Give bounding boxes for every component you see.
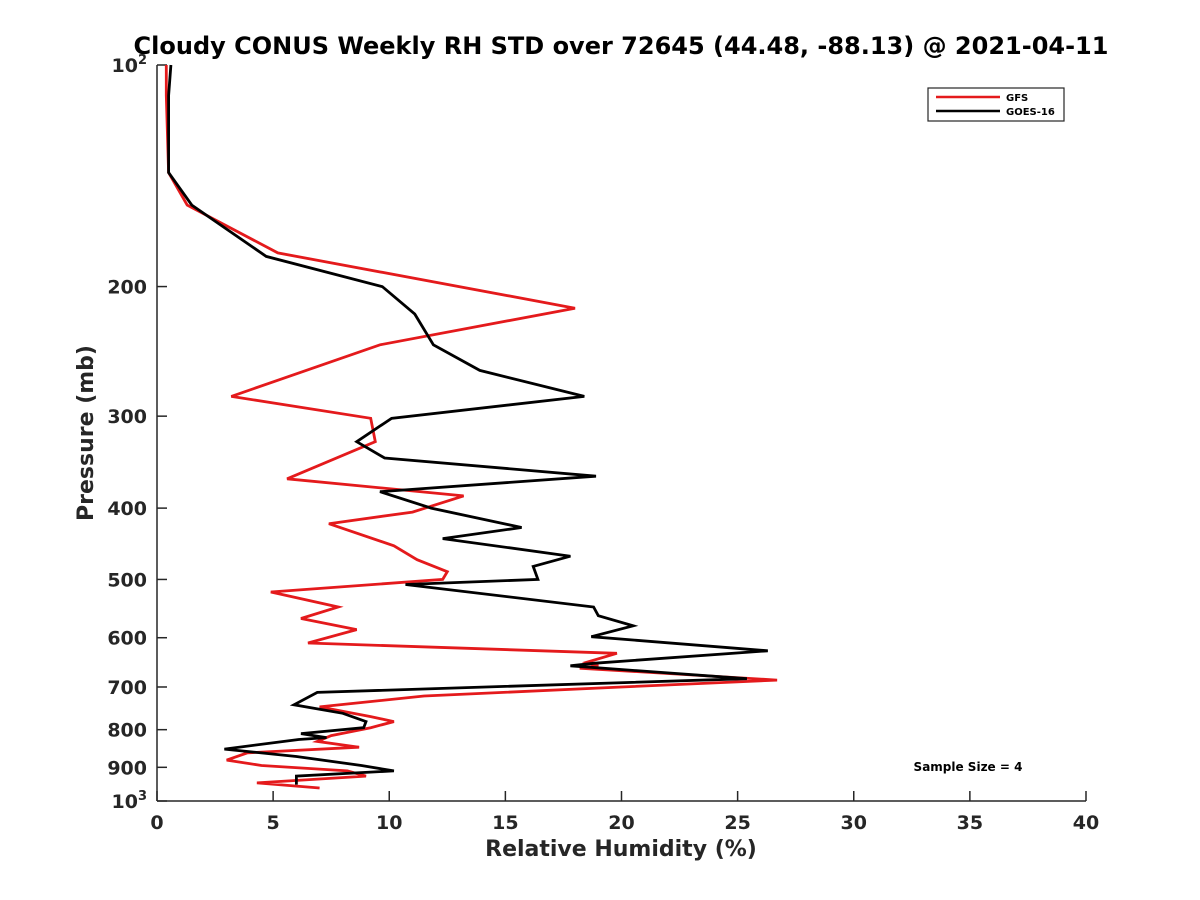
- x-tick-label: 0: [150, 812, 163, 834]
- series-line-goes16: [167, 64, 768, 785]
- y-tick-label: 600: [107, 628, 147, 650]
- x-axis-ticks: 0 5 10 15 20 25 30 35 40: [150, 791, 1099, 834]
- y-axis-ticks: 200 300 400 500 600 700 800 900 102 103: [107, 53, 167, 813]
- y-tick-label: 800: [107, 720, 147, 742]
- x-tick-label: 5: [267, 812, 280, 834]
- x-tick-label: 35: [957, 812, 983, 834]
- x-tick-label: 40: [1073, 812, 1099, 834]
- y-axis-label: Pressure (mb): [74, 345, 99, 521]
- x-tick-label: 10: [376, 812, 402, 834]
- series-line-gfs: [164, 65, 778, 790]
- legend: GFS GOES-16: [927, 87, 1065, 122]
- legend-label-gfs: GFS: [1006, 93, 1028, 104]
- y-tick-label-bottom: 103: [112, 789, 148, 813]
- sample-size-annotation: Sample Size = 4: [914, 760, 1023, 774]
- x-tick-label: 20: [608, 812, 634, 834]
- x-axis-label: Relative Humidity (%): [485, 837, 757, 862]
- chart-title: Cloudy CONUS Weekly RH STD over 72645 (4…: [134, 32, 1109, 60]
- series-lines: [164, 64, 778, 790]
- x-tick-label: 25: [724, 812, 750, 834]
- legend-box: [927, 87, 1065, 122]
- legend-label-goes16: GOES-16: [1006, 107, 1055, 118]
- plot-axes: [156, 65, 1086, 802]
- y-tick-label: 900: [107, 757, 147, 779]
- y-tick-label: 500: [107, 569, 147, 591]
- x-tick-label: 30: [841, 812, 867, 834]
- y-tick-label: 400: [107, 498, 147, 520]
- y-tick-label: 200: [107, 277, 147, 299]
- y-tick-label-top: 102: [112, 53, 148, 77]
- y-tick-label: 300: [107, 406, 147, 428]
- x-tick-label: 15: [492, 812, 518, 834]
- y-tick-label: 700: [107, 677, 147, 699]
